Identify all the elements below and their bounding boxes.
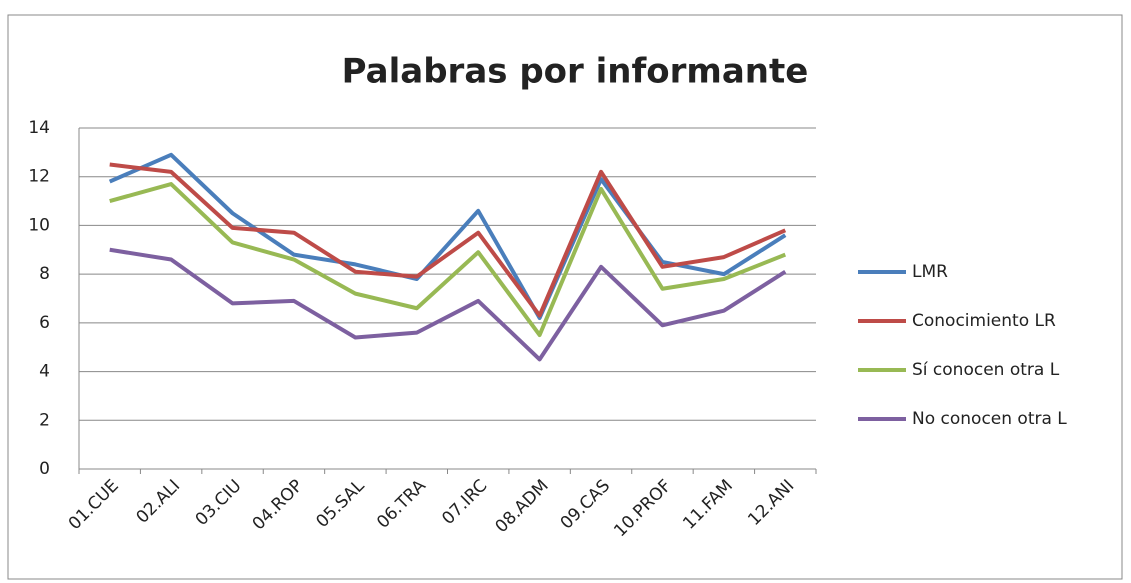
y-tick-label: 0 [39, 459, 50, 479]
y-tick-label: 8 [39, 264, 50, 284]
y-tick-label: 10 [28, 215, 50, 235]
y-tick-label: 12 [28, 167, 50, 187]
y-tick-label: 6 [39, 313, 50, 333]
series-line [109, 162, 787, 318]
legend-label: LMR [912, 262, 948, 282]
legend-label: Sí conocen otra L [912, 360, 1060, 380]
y-tick-label: 2 [39, 410, 50, 430]
y-tick-label: 4 [39, 362, 50, 382]
legend-label: No conocen otra L [912, 409, 1067, 429]
chart-border [7, 14, 1123, 580]
y-tick-label: 14 [28, 118, 50, 138]
chart-title: Palabras por informante [342, 52, 809, 92]
series-line [109, 247, 787, 362]
legend-label: Conocimiento LR [912, 311, 1056, 331]
series-line [109, 182, 787, 338]
